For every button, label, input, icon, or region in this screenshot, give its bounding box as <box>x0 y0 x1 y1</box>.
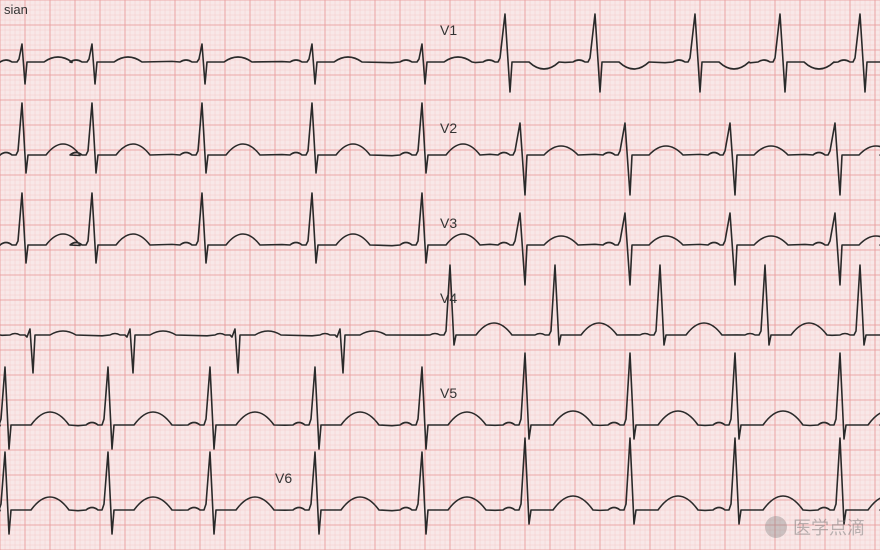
ecg-traces <box>0 0 880 550</box>
lead-label-v6: V6 <box>275 470 292 486</box>
ecg-chart: sian 医学点滴 V1 V2 V3 V4 V5 V6 <box>0 0 880 550</box>
watermark-icon <box>765 516 787 538</box>
watermark: 医学点滴 <box>765 514 865 540</box>
lead-label-v1: V1 <box>440 22 457 38</box>
watermark-text: 医学点滴 <box>793 514 865 540</box>
lead-label-v5: V5 <box>440 385 457 401</box>
lead-label-v3: V3 <box>440 215 457 231</box>
lead-label-v4: V4 <box>440 290 457 306</box>
corner-label: sian <box>4 2 28 17</box>
lead-label-v2: V2 <box>440 120 457 136</box>
